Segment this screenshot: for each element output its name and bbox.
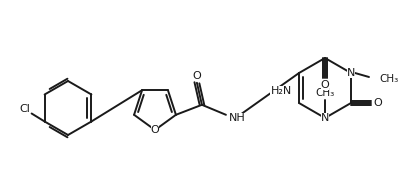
Text: CH₃: CH₃ [315,88,334,98]
Text: NH: NH [228,113,245,123]
Text: O: O [150,125,159,135]
Text: Cl: Cl [19,105,30,115]
Text: O: O [320,80,328,90]
Text: O: O [192,71,201,81]
Text: H₂N: H₂N [270,86,291,96]
Text: CH₃: CH₃ [378,74,397,84]
Text: N: N [346,68,354,78]
Text: N: N [320,113,328,123]
Text: O: O [373,98,382,108]
